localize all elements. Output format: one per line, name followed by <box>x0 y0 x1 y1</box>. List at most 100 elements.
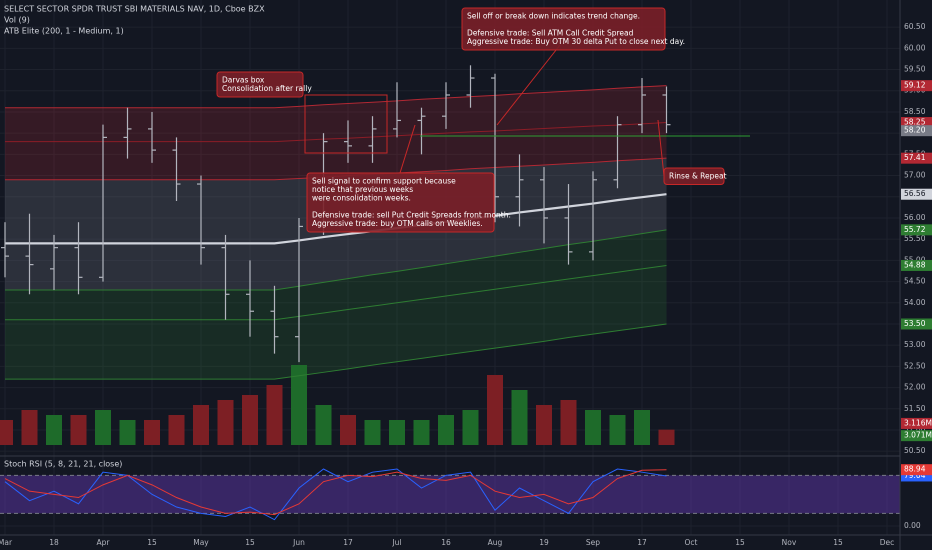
annotation-text: Darvas box <box>222 76 265 85</box>
band-line <box>5 85 667 109</box>
price-tag-label: 58.25 <box>904 118 926 127</box>
annotation-box <box>306 172 495 233</box>
x-tick-label: Jun <box>292 538 305 547</box>
volume-bar <box>340 415 356 445</box>
volume-bar <box>536 405 552 445</box>
price-bars <box>1 65 671 363</box>
x-tick-label: 17 <box>343 538 353 547</box>
y-tick-label: 55.50 <box>904 234 926 243</box>
volume-bar <box>389 420 405 445</box>
volume-bar <box>144 420 160 445</box>
y-tick-label: 60.50 <box>904 22 926 31</box>
y-tick-label: 55.00 <box>904 255 926 264</box>
volume-bar <box>21 410 38 445</box>
volume-bar <box>168 415 185 445</box>
volume-bar <box>634 410 650 445</box>
volume-bar <box>242 395 258 445</box>
annotation-text: Sell off or break down indicates trend c… <box>467 12 640 21</box>
price-tag-label: 56.56 <box>904 189 926 198</box>
price-tag-label: 88.94 <box>904 465 926 474</box>
bands <box>5 85 667 380</box>
price-tag <box>901 464 932 476</box>
x-tick-label: 15 <box>735 538 745 547</box>
volume <box>0 365 675 445</box>
y-tick-label: 56.00 <box>904 213 926 222</box>
price-tag-label: 3.071M <box>904 431 932 440</box>
volume-bar <box>291 365 307 445</box>
x-tick-label: May <box>193 538 209 547</box>
x-tick-label: Jul <box>391 538 401 547</box>
annotation-text: Consolidation after rally <box>222 84 312 93</box>
price-tag <box>901 188 932 200</box>
y-tick-label: 59.50 <box>904 65 926 74</box>
y-tick-label: 60.00 <box>904 43 926 52</box>
y-tick-label: 58.50 <box>904 107 926 116</box>
annotation-text: Aggressive trade: Buy OTM 30 delta Put t… <box>467 37 685 46</box>
stoch-background <box>0 474 900 514</box>
stoch-zone <box>0 475 900 514</box>
chart-title: SELECT SECTOR SPDR TRUST SBI MATERIALS N… <box>4 5 265 14</box>
band-fill <box>5 229 667 380</box>
price-tag <box>901 152 932 164</box>
price-tag <box>901 430 932 442</box>
volume-bar <box>438 415 454 445</box>
price-tag <box>901 80 932 92</box>
callout-line <box>399 124 416 174</box>
x-tick-label: 15 <box>147 538 157 547</box>
volume-bar <box>585 410 601 445</box>
price-tag <box>901 117 932 129</box>
price-tag-label: 3.116M <box>904 418 932 427</box>
y-tick-label: 51.00 <box>904 425 926 434</box>
x-tick-label: Sep <box>586 538 600 547</box>
x-tick-label: 15 <box>833 538 843 547</box>
indicator-label: Vol (9) <box>4 16 30 25</box>
annotation-text: Sell signal to confirm support because <box>312 177 456 186</box>
volume-bar <box>609 415 626 445</box>
band-line <box>5 193 667 245</box>
annotation-text: Defensive trade: sell Put Credit Spreads… <box>312 211 511 220</box>
volume-bar <box>413 420 430 445</box>
x-tick-label: 18 <box>49 538 59 547</box>
volume-bar <box>364 420 381 445</box>
price-tag <box>901 259 932 271</box>
volume-bar <box>560 400 577 445</box>
y-tick-label: 0.00 <box>904 521 921 530</box>
band-line <box>5 122 667 143</box>
x-tick-label: 15 <box>245 538 255 547</box>
x-tick-label: Mar <box>0 538 13 547</box>
x-tick-label: Apr <box>97 538 111 547</box>
indicator-label: Stoch RSI (5, 8, 21, 21, close) <box>4 460 122 469</box>
annotation-box <box>216 71 304 98</box>
price-tag <box>901 470 932 482</box>
x-tick-label: Oct <box>685 538 698 547</box>
volume-bar <box>95 410 111 445</box>
stoch-rsi <box>4 468 667 521</box>
band-line <box>5 323 667 380</box>
x-tick-label: Aug <box>488 538 503 547</box>
x-tick-label: 17 <box>637 538 647 547</box>
callout-line <box>496 44 561 126</box>
x-tick-label: 16 <box>441 538 451 547</box>
y-tick-label: 52.50 <box>904 361 926 370</box>
y-tick-label: 53.00 <box>904 340 926 349</box>
annotation-text: were consolidation weeks. <box>312 194 411 203</box>
y-tick-label: 51.50 <box>904 404 926 413</box>
darvas-box <box>304 94 388 154</box>
price-tag-label: 55.72 <box>904 225 926 234</box>
price-tag-label: 54.88 <box>904 260 926 269</box>
y-tick-label: 54.50 <box>904 277 926 286</box>
price-tag-label: 59.12 <box>904 81 926 90</box>
volume-bar <box>0 420 13 445</box>
volume-bar <box>658 429 675 445</box>
volume-bar <box>70 415 87 445</box>
volume-bar <box>511 390 528 445</box>
volume-bar <box>266 385 283 445</box>
volume-bar <box>487 375 503 445</box>
volume-bar <box>46 415 62 445</box>
price-tag-label: 53.50 <box>904 319 926 328</box>
annotation-box <box>663 167 725 185</box>
callout-line <box>657 119 665 177</box>
